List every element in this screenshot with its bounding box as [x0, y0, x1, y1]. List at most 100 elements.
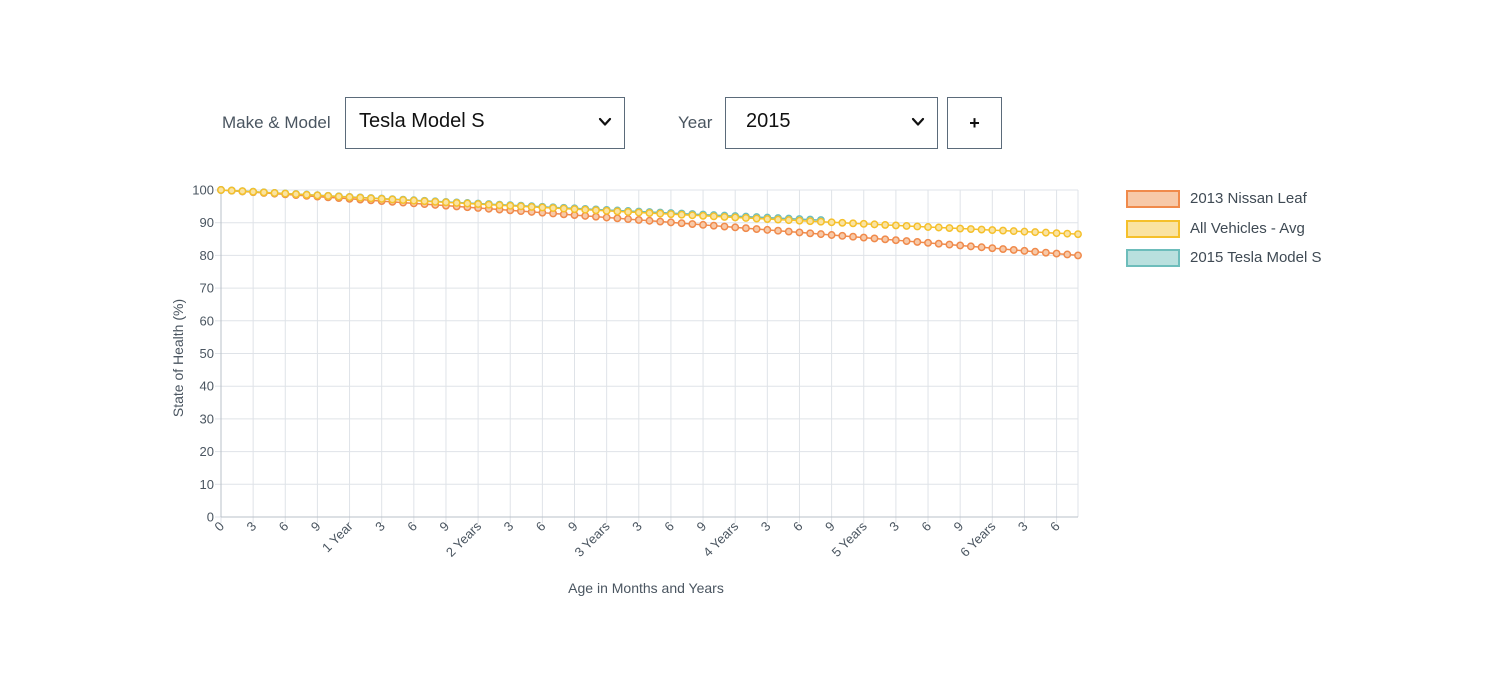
- data-point-avg: [217, 186, 225, 194]
- data-point-nissan: [945, 240, 954, 249]
- data-point-nissan: [924, 238, 932, 247]
- x-tick-label: 9: [565, 519, 581, 535]
- data-point-avg: [527, 202, 536, 211]
- data-point-avg: [656, 209, 665, 218]
- y-tick-label: 0: [207, 510, 214, 525]
- data-point-avg: [666, 210, 675, 219]
- data-point-avg: [1074, 230, 1082, 239]
- data-point-avg: [581, 205, 590, 214]
- series-avg: [217, 186, 1082, 239]
- data-point-avg: [495, 201, 504, 210]
- data-point-avg: [934, 223, 943, 232]
- x-tick-label: 9: [822, 519, 838, 535]
- series-layer: [217, 186, 1082, 260]
- data-point-nissan: [591, 212, 600, 221]
- data-point-nissan: [816, 230, 825, 239]
- data-point-avg: [945, 224, 954, 232]
- x-tick-label: 6 Years: [957, 518, 999, 560]
- data-point-avg: [849, 219, 857, 228]
- data-point-avg: [827, 218, 836, 227]
- data-point-avg: [645, 209, 654, 218]
- data-point-avg: [731, 213, 740, 222]
- x-tick-label: 4 Years: [700, 518, 742, 560]
- chevron-down-icon: [598, 117, 612, 126]
- y-tick-label: 80: [200, 248, 214, 263]
- x-tick-label: 0: [211, 519, 227, 535]
- data-point-avg: [924, 223, 932, 231]
- data-point-avg: [259, 188, 268, 197]
- data-point-avg: [881, 220, 890, 229]
- data-point-avg: [902, 222, 911, 230]
- data-point-avg: [559, 204, 568, 213]
- data-point-avg: [484, 200, 493, 209]
- x-tick-label: 3: [372, 519, 388, 535]
- x-tick-label: 6: [661, 519, 677, 535]
- data-point-nissan: [741, 224, 750, 233]
- year-label: Year: [678, 113, 713, 132]
- data-point-nissan: [699, 220, 708, 229]
- data-point-nissan: [966, 242, 975, 251]
- data-point-avg: [956, 224, 965, 233]
- data-point-avg: [538, 203, 547, 212]
- legend-swatch-nissan: [1126, 190, 1180, 208]
- data-point-avg: [345, 193, 354, 202]
- y-tick-label: 100: [192, 183, 214, 198]
- data-point-nissan: [1063, 250, 1072, 259]
- x-tick-label: 3: [244, 519, 260, 535]
- make-model-select[interactable]: Tesla Model S: [345, 97, 625, 149]
- data-point-avg: [913, 222, 922, 231]
- data-point-avg: [977, 225, 986, 234]
- legend-swatch-avg: [1126, 219, 1180, 238]
- y-axis-ticks: 0 10 20 30 40 50 60 70 80 90 100: [192, 183, 214, 525]
- data-point-avg: [613, 207, 622, 216]
- data-point-avg: [377, 194, 386, 203]
- data-point-avg: [591, 206, 600, 215]
- y-tick-label: 90: [200, 215, 214, 230]
- x-tick-label: 3 Years: [571, 518, 613, 560]
- add-vehicle-button[interactable]: +: [947, 97, 1002, 149]
- data-point-avg: [399, 196, 408, 204]
- data-point-avg: [966, 225, 975, 234]
- data-point-avg: [324, 192, 333, 200]
- grid-lines: [215, 189, 1079, 523]
- data-point-avg: [452, 198, 461, 207]
- data-point-avg: [1020, 227, 1029, 236]
- data-point-avg: [227, 186, 236, 195]
- data-point-avg: [602, 206, 611, 215]
- data-point-avg: [774, 215, 782, 224]
- legend-swatch-tesla: [1126, 249, 1180, 267]
- data-point-avg: [677, 210, 686, 219]
- data-point-nissan: [956, 241, 965, 250]
- data-point-nissan: [774, 226, 782, 235]
- y-tick-label: 70: [200, 281, 214, 296]
- data-point-avg: [741, 214, 750, 222]
- x-tick-label: 3: [629, 519, 645, 535]
- data-point-nissan: [827, 231, 836, 239]
- data-point-avg: [409, 196, 418, 205]
- data-point-nissan: [902, 237, 911, 246]
- data-point-avg: [624, 208, 633, 216]
- data-point-avg: [752, 214, 761, 223]
- year-select[interactable]: 2015: [725, 97, 938, 149]
- data-point-avg: [420, 197, 429, 206]
- y-tick-label: 10: [200, 477, 214, 492]
- legend-label-avg: All Vehicles - Avg: [1190, 219, 1305, 237]
- data-point-nissan: [634, 215, 643, 224]
- data-point-nissan: [613, 214, 622, 223]
- data-point-avg: [870, 220, 879, 229]
- data-point-avg: [1041, 228, 1050, 237]
- x-tick-label: 1 Year: [319, 518, 356, 555]
- data-point-nissan: [1031, 247, 1040, 256]
- data-point-avg: [517, 202, 525, 211]
- data-point-avg: [891, 221, 900, 230]
- data-point-avg: [1009, 227, 1018, 236]
- data-point-nissan: [999, 245, 1007, 254]
- data-point-avg: [249, 187, 258, 196]
- x-tick-label: 3: [758, 519, 774, 535]
- data-point-nissan: [795, 228, 804, 237]
- data-point-avg: [463, 199, 472, 208]
- data-point-nissan: [1052, 249, 1061, 258]
- data-point-avg: [806, 217, 815, 226]
- data-point-avg: [238, 187, 247, 196]
